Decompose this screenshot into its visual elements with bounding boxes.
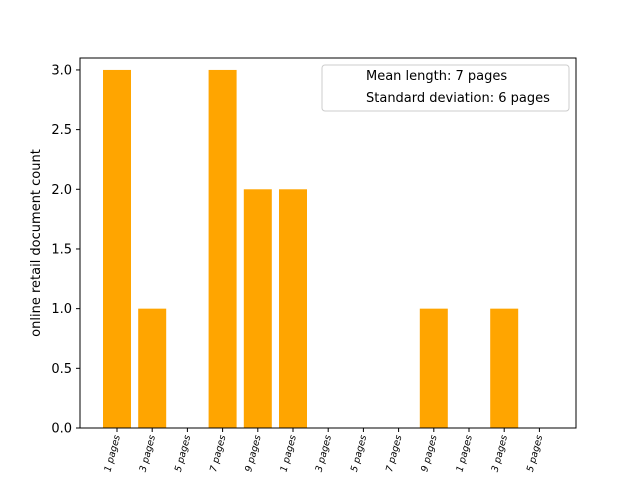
bar <box>243 189 272 428</box>
x-tick-label: 3 pages <box>314 434 334 473</box>
x-tick-label: 3 pages <box>490 434 510 473</box>
bars-group <box>103 69 519 428</box>
y-tick-label: 3.0 <box>51 63 72 78</box>
x-tick-label: 3 pages <box>138 434 158 473</box>
y-axis: 0.0 0.5 1.0 1.5 2.0 2.5 3.0 <box>51 63 80 437</box>
bar <box>208 69 237 428</box>
x-tick-label: 9 pages <box>419 434 439 473</box>
bar <box>279 189 307 428</box>
x-tick-label: 5 pages <box>525 434 545 473</box>
x-tick-label: 1 pages <box>279 434 299 473</box>
y-tick-label: 0.5 <box>51 362 72 377</box>
x-tick-label: 9 pages <box>243 434 263 473</box>
legend-entry-std: Standard deviation: 6 pages <box>366 91 550 106</box>
bar <box>103 69 131 428</box>
bar <box>419 308 448 428</box>
bar <box>138 308 167 428</box>
y-tick-label: 2.5 <box>51 123 72 138</box>
x-tick-label: 1 pages <box>455 434 475 473</box>
y-tick-label: 1.5 <box>51 242 72 257</box>
y-axis-label: online retail document count <box>29 149 44 337</box>
x-tick-label: 7 pages <box>384 434 404 473</box>
legend-box <box>321 64 570 112</box>
x-tick-label: 5 pages <box>349 434 369 473</box>
x-axis: 1 pages 3 pages 5 pages 7 pages 9 pages 1 pag… <box>103 428 545 473</box>
x-tick-label: 1 pages <box>103 434 123 473</box>
legend: Mean length: 7 pages Standard deviation:… <box>321 64 570 112</box>
bar <box>490 308 519 428</box>
y-tick-label: 0.0 <box>51 422 72 437</box>
legend-entry-mean: Mean length: 7 pages <box>366 69 507 84</box>
x-tick-label: 5 pages <box>173 434 193 473</box>
x-tick-label: 7 pages <box>208 434 228 473</box>
y-tick-label: 2.0 <box>51 183 72 198</box>
y-tick-label: 1.0 <box>51 302 72 317</box>
